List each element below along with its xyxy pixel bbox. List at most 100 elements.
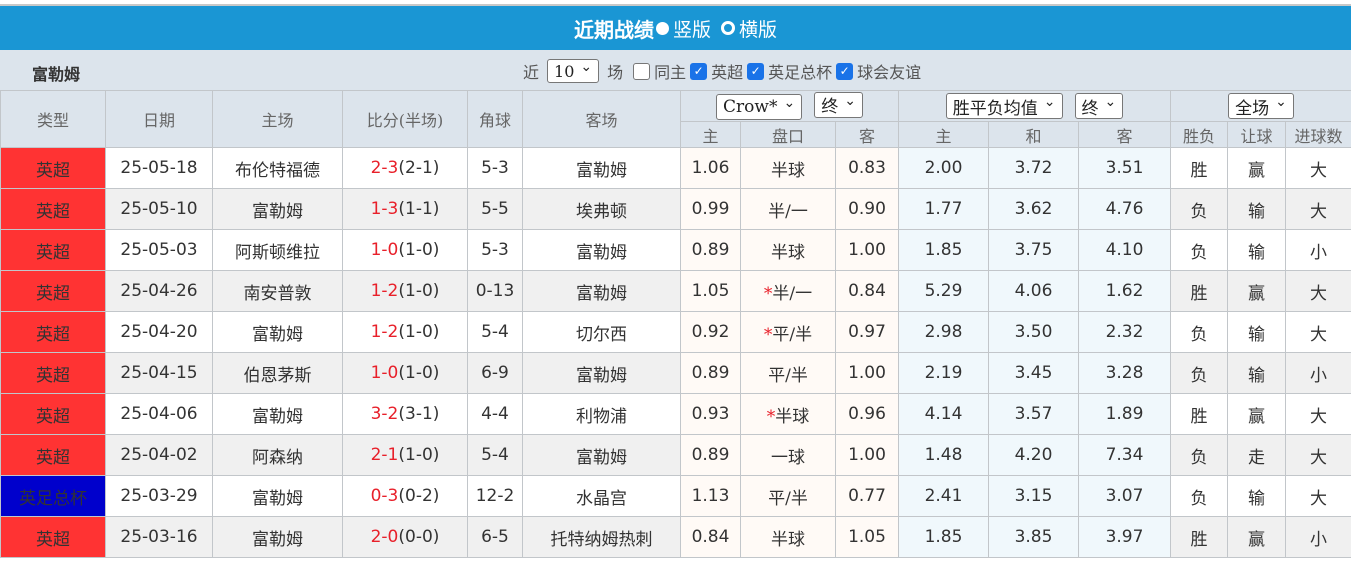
home-team[interactable]: 阿森纳 [212,434,343,476]
match-type[interactable]: 英超 [0,516,106,558]
home-team[interactable]: 伯恩茅斯 [212,352,343,394]
radio-horizontal[interactable] [721,21,735,35]
match-type[interactable]: 英超 [0,270,106,312]
match-type[interactable]: 英超 [0,229,106,271]
league-checkbox[interactable]: ✓ [747,62,765,80]
score[interactable]: 2-3(2-1) [342,147,468,189]
score[interactable]: 2-0(0-0) [342,516,468,558]
radio-horizontal-label[interactable]: 横版 [739,18,778,41]
away-team[interactable]: 水晶宫 [522,475,681,517]
ah-away-odds: 1.00 [835,229,899,271]
eu-away-odds: 3.28 [1077,352,1172,394]
eu-stage-value: 终 [1081,98,1099,119]
away-team[interactable]: 利物浦 [522,393,681,435]
table-row[interactable]: 英超 25-04-06 富勒姆 3-2(3-1) 4-4 利物浦 0.93 *半… [0,393,1351,435]
ah-home-odds: 0.89 [680,229,741,271]
match-type[interactable]: 英超 [0,393,106,435]
ah-line: 半球 [740,229,836,271]
half-score: (1-1) [398,199,440,219]
table-row[interactable]: 英超 25-05-10 富勒姆 1-3(1-1) 5-5 埃弗顿 0.99 半/… [0,188,1351,230]
recent-matches-table: 类型 日期 主场 比分(半场) 角球 客场 Crow* 终 胜平负均值 终 全场 主… [0,90,1351,558]
match-type[interactable]: 英超 [0,434,106,476]
away-team[interactable]: 托特纳姆热刺 [522,516,681,558]
away-team[interactable]: 切尔西 [522,311,681,353]
eu-home-odds: 4.14 [898,393,989,435]
radio-vertical[interactable] [655,21,669,35]
ah-line-value: 半/一 [768,201,808,222]
eu-draw-odds: 3.50 [988,311,1079,353]
team-name: 富勒姆 [32,65,81,84]
home-team[interactable]: 阿斯顿维拉 [212,229,343,271]
home-team[interactable]: 布伦特福德 [212,147,343,189]
match-type[interactable]: 英超 [0,147,106,189]
league-checkbox[interactable]: ✓ [690,62,708,80]
eu-away-odds: 3.51 [1077,147,1172,189]
home-team[interactable]: 富勒姆 [212,516,343,558]
ah-stage-value: 终 [821,97,839,118]
away-team[interactable]: 富勒姆 [522,270,681,312]
match-type[interactable]: 英足总杯 [0,475,106,517]
full-score: 2-1 [370,445,399,465]
ah-line-value: 半/一 [772,283,813,304]
ah-away-odds: 0.96 [835,393,899,435]
table-row[interactable]: 英超 25-04-26 南安普敦 1-2(1-0) 0-13 富勒姆 1.05 … [0,270,1351,312]
win-loss: 负 [1170,311,1229,353]
score[interactable]: 0-3(0-2) [342,475,468,517]
eu-home-odds: 1.85 [898,229,989,271]
eu-draw-odds: 3.85 [988,516,1079,558]
match-date: 25-04-06 [105,393,213,435]
home-team[interactable]: 富勒姆 [212,393,343,435]
match-type[interactable]: 英超 [0,311,106,353]
home-team[interactable]: 富勒姆 [212,188,343,230]
league-label: 英超 [711,63,744,82]
table-row[interactable]: 英超 25-04-02 阿森纳 2-1(1-0) 5-4 富勒姆 0.89 一球… [0,434,1351,476]
league-checkbox[interactable]: ✓ [836,62,854,80]
half-score: (3-1) [398,404,440,424]
eu-stage-select[interactable]: 终 [1074,93,1124,119]
eu-draw-odds: 3.75 [988,229,1079,271]
period-select[interactable]: 全场 [1228,93,1294,119]
away-team[interactable]: 富勒姆 [522,352,681,394]
table-row[interactable]: 英超 25-04-15 伯恩茅斯 1-0(1-0) 6-9 富勒姆 0.89 平… [0,352,1351,394]
table-row[interactable]: 英超 25-05-18 布伦特福德 2-3(2-1) 5-3 富勒姆 1.06 … [0,147,1351,189]
away-team[interactable]: 富勒姆 [522,147,681,189]
match-type[interactable]: 英超 [0,188,106,230]
match-date: 25-04-15 [105,352,213,394]
ah-home-odds: 0.89 [680,434,741,476]
half-score: (1-0) [398,322,440,342]
score[interactable]: 1-0(1-0) [342,229,468,271]
away-team[interactable]: 埃弗顿 [522,188,681,230]
table-row[interactable]: 英足总杯 25-03-29 富勒姆 0-3(0-2) 12-2 水晶宫 1.13… [0,475,1351,517]
ah-line-value: 平/半 [768,488,808,509]
same-home-checkbox[interactable] [633,62,651,80]
score[interactable]: 3-2(3-1) [342,393,468,435]
handicap-result: 赢 [1227,393,1287,435]
score[interactable]: 1-2(1-0) [342,270,468,312]
table-row[interactable]: 英超 25-05-03 阿斯顿维拉 1-0(1-0) 5-3 富勒姆 0.89 … [0,229,1351,271]
home-team[interactable]: 富勒姆 [212,311,343,353]
ah-star: * [766,406,776,427]
away-team[interactable]: 富勒姆 [522,229,681,271]
match-count-select[interactable]: 10 [547,59,600,83]
corners: 5-5 [467,188,523,230]
score[interactable]: 2-1(1-0) [342,434,468,476]
ah-stage-select[interactable]: 终 [814,91,863,118]
score[interactable]: 1-2(1-0) [342,311,468,353]
table-row[interactable]: 英超 25-04-20 富勒姆 1-2(1-0) 5-4 切尔西 0.92 *平… [0,311,1351,353]
col-type: 类型 [0,90,106,148]
eu-draw-odds: 3.62 [988,188,1079,230]
eu-draw-odds: 4.20 [988,434,1079,476]
score[interactable]: 1-3(1-1) [342,188,468,230]
home-team[interactable]: 南安普敦 [212,270,343,312]
away-team[interactable]: 富勒姆 [522,434,681,476]
radio-vertical-label[interactable]: 竖版 [672,18,711,41]
ah-away-odds: 0.90 [835,188,899,230]
table-row[interactable]: 英超 25-03-16 富勒姆 2-0(0-0) 6-5 托特纳姆热刺 0.84… [0,516,1351,558]
home-team[interactable]: 富勒姆 [212,475,343,517]
europe-odds-select[interactable]: 胜平负均值 [945,93,1063,119]
company-select[interactable]: Crow* [716,94,803,121]
full-score: 1-3 [370,199,399,219]
score[interactable]: 1-0(1-0) [342,352,468,394]
col-date: 日期 [105,90,213,148]
match-type[interactable]: 英超 [0,352,106,394]
